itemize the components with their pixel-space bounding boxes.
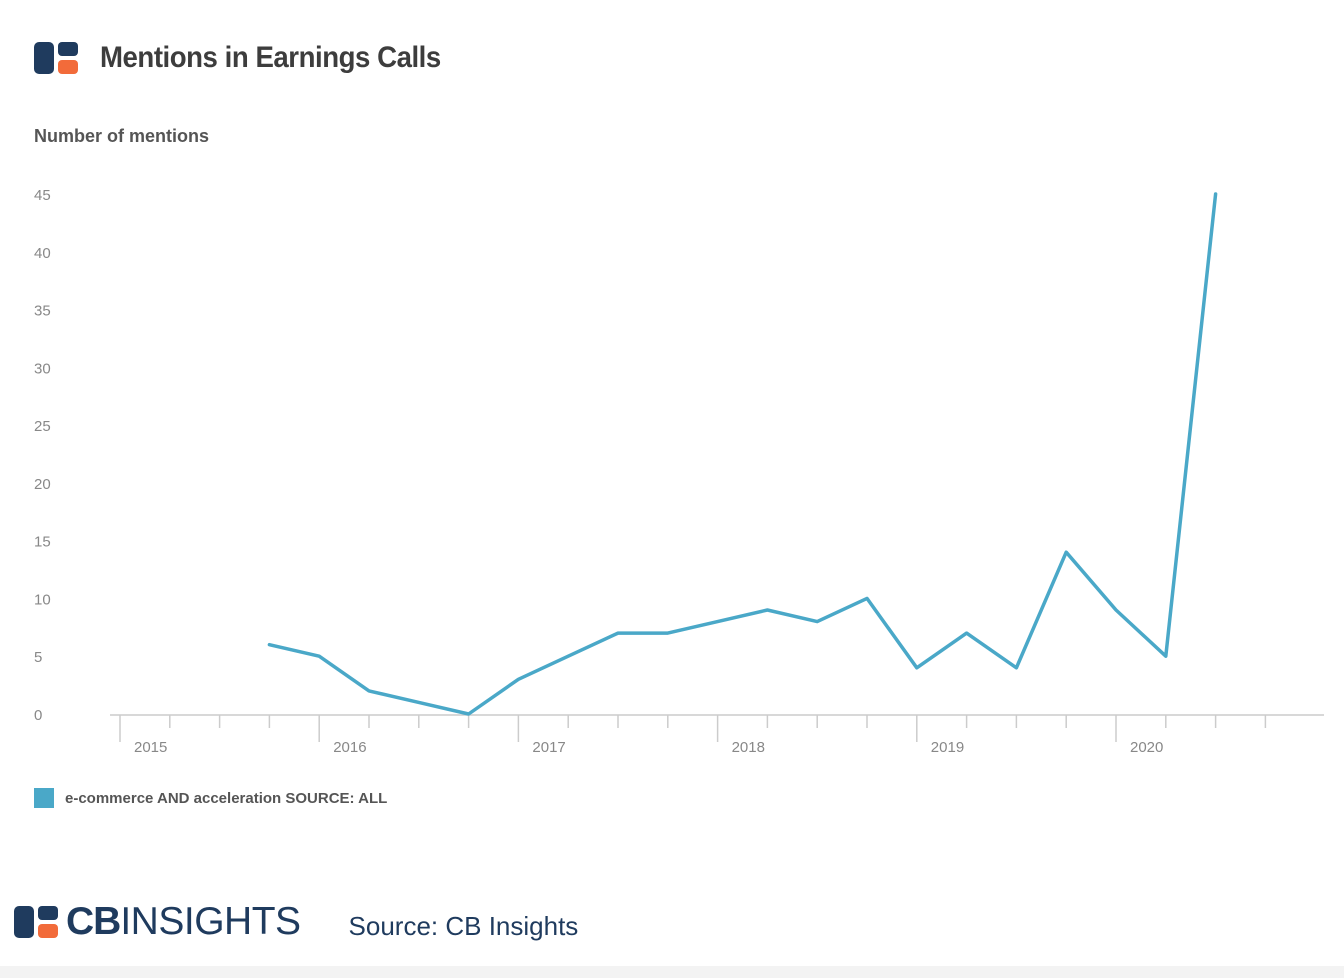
line-chart: 0 5 10 15 20 25 30 35 40 45 2015 2016 2017 2018 2019 20… (34, 187, 1324, 756)
brand-logo: CB INSIGHTS (14, 900, 301, 944)
legend: e-commerce AND acceleration SOURCE: ALL (34, 788, 387, 808)
x-tick-label: 2018 (732, 739, 765, 756)
source-text: Source: CB Insights (348, 910, 579, 941)
legend-swatch (34, 788, 54, 808)
x-tick-label: 2016 (333, 739, 366, 756)
y-tick-label: 5 (34, 649, 42, 666)
y-tick-label: 45 (34, 187, 51, 204)
y-tick-label: 25 (34, 418, 51, 435)
chart-title: Mentions in Earnings Calls (100, 41, 441, 74)
series-line (267, 192, 1218, 716)
y-tick-label: 30 (34, 360, 51, 377)
cb-insights-logo-icon (14, 906, 58, 938)
x-tick-label: 2015 (134, 739, 167, 756)
footer: CB INSIGHTS Source: CB Insights (14, 900, 578, 944)
x-tick-label: 2020 (1130, 739, 1163, 756)
y-axis-label: Number of mentions (34, 126, 210, 146)
legend-label: e-commerce AND acceleration SOURCE: ALL (65, 789, 388, 807)
y-tick-label: 0 (34, 707, 42, 724)
x-tick-label: 2017 (532, 739, 565, 756)
y-tick-label: 15 (34, 534, 51, 551)
bottom-strip (0, 966, 1344, 978)
y-tick-label: 40 (34, 245, 51, 262)
y-tick-label: 20 (34, 476, 51, 493)
y-tick-label: 35 (34, 303, 51, 320)
x-tick-label: 2019 (931, 739, 964, 756)
cb-insights-logo-icon (34, 42, 78, 74)
chart-header: Mentions in Earnings Calls (34, 38, 470, 78)
brand-insights-text: INSIGHTS (120, 900, 301, 943)
y-tick-label: 10 (34, 591, 51, 608)
brand-cb-text: CB (66, 900, 121, 943)
